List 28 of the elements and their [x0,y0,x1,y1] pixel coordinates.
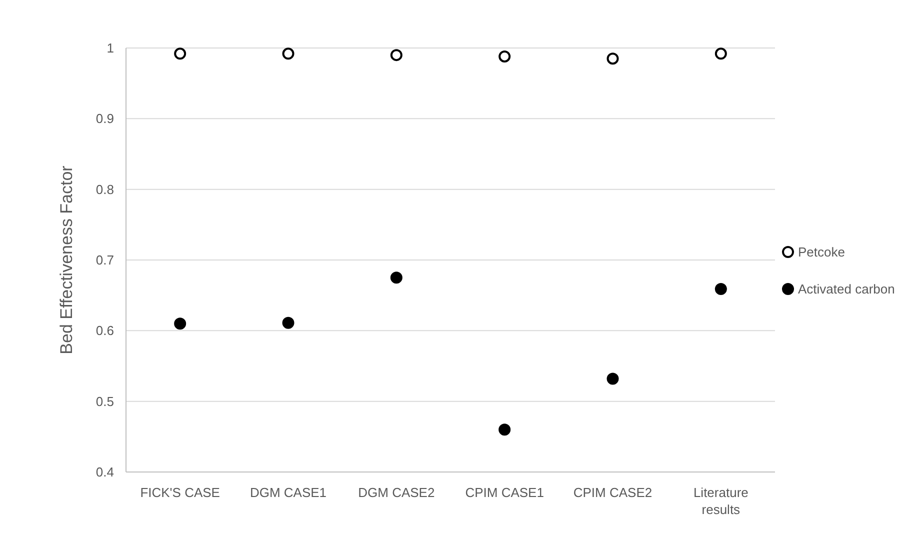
legend-label: Activated carbon [798,282,895,297]
y-tick-label: 0.8 [96,182,114,197]
x-tick-label: Literature results [693,485,748,517]
x-tick-label: FICK'S CASE [140,485,220,500]
point [714,48,727,60]
point [390,272,402,284]
y-tick-label: 0.6 [96,323,114,338]
x-tick-label: CPIM CASE2 [573,485,652,500]
point [282,316,294,329]
point [498,50,511,62]
point [282,48,294,60]
legend-label: Petcoke [798,244,845,260]
point [174,318,186,330]
point [606,372,619,385]
y-tick-label: 1 [106,40,114,56]
x-tick-label: CPIM CASE1 [465,485,544,500]
x-tick-label: DGM CASE1 [250,485,327,500]
y-tick-label: 0.5 [96,394,114,409]
y-axis-title: Bed Effectiveness Factor [57,165,76,354]
point [606,52,619,65]
y-tick-label: 0.4 [96,464,114,480]
point [390,49,402,62]
point [174,48,186,60]
y-tick-label: 0.9 [96,111,114,126]
y-tick-label: 0.7 [96,252,114,268]
point [714,282,727,295]
point [498,424,511,436]
x-tick-label: DGM CASE2 [358,485,435,500]
